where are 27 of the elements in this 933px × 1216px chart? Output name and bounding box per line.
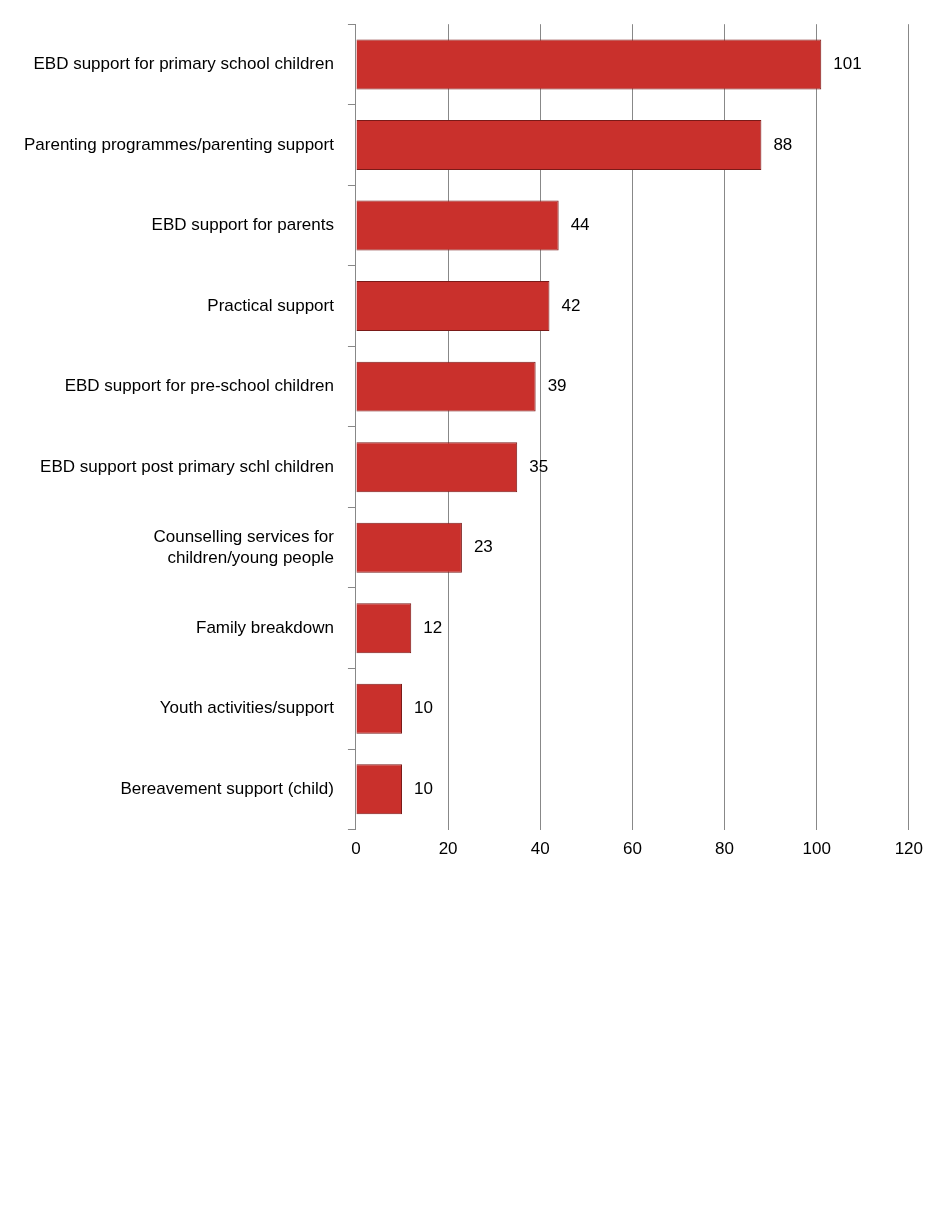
data-label: 101 (833, 54, 862, 74)
y-tick-label: Practical support (207, 295, 335, 315)
x-tick-label: 0 (351, 839, 361, 859)
data-label: 88 (773, 134, 793, 154)
y-tick-label: EBD support for parents (151, 215, 334, 235)
data-label: 10 (414, 698, 433, 718)
x-tick-label: 80 (715, 839, 734, 859)
x-tick-label: 120 (894, 839, 924, 859)
y-tick-label: Counselling services for children/young people (153, 527, 335, 567)
y-tick-label: Family breakdown (196, 617, 334, 637)
y-tick-label: Youth activities/support (159, 698, 335, 718)
x-tick-label: 40 (530, 839, 550, 859)
y-tick-label: EBD support for primary school children (33, 54, 334, 74)
y-tick-label: EBD support post primary schl children (40, 456, 334, 476)
data-label: 44 (570, 215, 590, 235)
data-label: 39 (547, 376, 567, 396)
data-label: 12 (423, 617, 443, 637)
x-tick-label: 20 (438, 839, 458, 859)
x-tick-label: 100 (802, 839, 831, 859)
data-label: 35 (529, 456, 549, 476)
y-tick-label: Bereavement support (child) (120, 779, 334, 799)
y-tick-label: EBD support for pre-school children (64, 376, 334, 396)
data-label: 42 (561, 295, 581, 315)
x-tick-label: 60 (622, 839, 642, 859)
data-label: 10 (414, 779, 433, 799)
data-label: 23 (473, 537, 493, 557)
y-tick-label: Parenting programmes/parenting support (24, 134, 335, 154)
